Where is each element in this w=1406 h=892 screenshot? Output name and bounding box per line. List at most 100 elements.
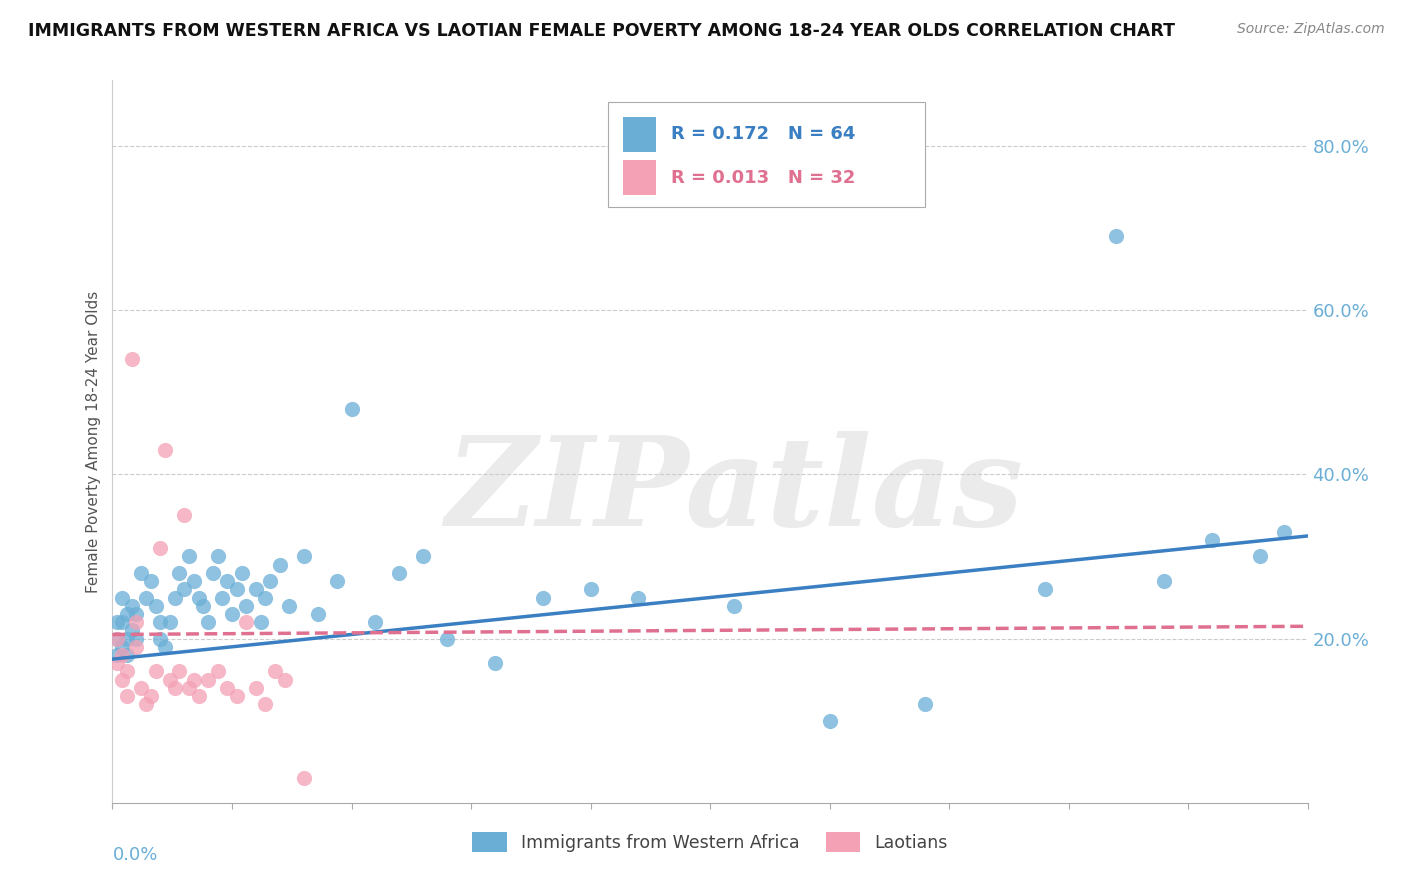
- Point: [125, 632, 148, 646]
- Point: [105, 657, 128, 671]
- Point: [163, 681, 186, 695]
- Point: [245, 681, 267, 695]
- Text: IMMIGRANTS FROM WESTERN AFRICA VS LAOTIAN FEMALE POVERTY AMONG 18-24 YEAR OLDS C: IMMIGRANTS FROM WESTERN AFRICA VS LAOTIA…: [28, 22, 1175, 40]
- Point: [207, 549, 229, 564]
- Point: [225, 689, 247, 703]
- Point: [149, 615, 172, 630]
- Point: [292, 771, 315, 785]
- Point: [115, 689, 138, 703]
- Point: [249, 615, 271, 630]
- Point: [818, 714, 841, 728]
- Point: [121, 352, 143, 367]
- Point: [264, 665, 287, 679]
- Point: [197, 615, 219, 630]
- Point: [484, 657, 506, 671]
- Point: [169, 566, 191, 580]
- Point: [269, 558, 291, 572]
- Point: [149, 541, 172, 556]
- Point: [169, 665, 191, 679]
- Text: R = 0.172   N = 64: R = 0.172 N = 64: [671, 126, 855, 144]
- Point: [627, 591, 650, 605]
- Legend: Immigrants from Western Africa, Laotians: Immigrants from Western Africa, Laotians: [465, 825, 955, 859]
- Point: [111, 673, 134, 687]
- Point: [1272, 524, 1295, 539]
- Point: [225, 582, 247, 597]
- Point: [111, 640, 134, 654]
- Point: [111, 648, 134, 662]
- Point: [211, 591, 233, 605]
- Point: [105, 632, 128, 646]
- Point: [207, 665, 229, 679]
- Point: [412, 549, 434, 564]
- FancyBboxPatch shape: [623, 117, 657, 152]
- Point: [292, 549, 315, 564]
- Point: [388, 566, 411, 580]
- Point: [125, 607, 148, 621]
- Point: [183, 574, 205, 588]
- Point: [121, 624, 143, 638]
- Point: [231, 566, 253, 580]
- Text: Source: ZipAtlas.com: Source: ZipAtlas.com: [1237, 22, 1385, 37]
- Point: [217, 574, 239, 588]
- Point: [105, 615, 128, 630]
- Point: [105, 632, 128, 646]
- Point: [201, 566, 224, 580]
- Point: [914, 698, 936, 712]
- Point: [1249, 549, 1271, 564]
- Point: [364, 615, 387, 630]
- Y-axis label: Female Poverty Among 18-24 Year Olds: Female Poverty Among 18-24 Year Olds: [86, 291, 101, 592]
- Point: [121, 599, 143, 613]
- Point: [254, 591, 277, 605]
- Point: [221, 607, 243, 621]
- Point: [115, 648, 138, 662]
- Point: [159, 615, 181, 630]
- Point: [1105, 229, 1128, 244]
- Point: [115, 607, 138, 621]
- Point: [139, 689, 162, 703]
- Point: [145, 665, 167, 679]
- Point: [254, 698, 277, 712]
- Point: [187, 591, 209, 605]
- Point: [129, 681, 152, 695]
- Point: [326, 574, 349, 588]
- Point: [153, 442, 176, 457]
- Point: [139, 574, 162, 588]
- Point: [723, 599, 745, 613]
- Point: [135, 591, 157, 605]
- Point: [111, 615, 134, 630]
- Point: [1201, 533, 1223, 547]
- Point: [273, 673, 295, 687]
- Point: [173, 508, 195, 523]
- Point: [278, 599, 301, 613]
- Point: [159, 673, 181, 687]
- Point: [235, 615, 257, 630]
- Point: [115, 665, 138, 679]
- Point: [153, 640, 176, 654]
- Point: [149, 632, 172, 646]
- Point: [177, 681, 200, 695]
- Point: [235, 599, 257, 613]
- Text: ZIPatlas: ZIPatlas: [444, 432, 1024, 553]
- Point: [183, 673, 205, 687]
- Point: [163, 591, 186, 605]
- Point: [1033, 582, 1056, 597]
- Point: [259, 574, 281, 588]
- Point: [111, 591, 134, 605]
- Point: [125, 640, 148, 654]
- Text: R = 0.013   N = 32: R = 0.013 N = 32: [671, 169, 855, 186]
- Point: [340, 401, 363, 416]
- Point: [115, 632, 138, 646]
- Point: [173, 582, 195, 597]
- Point: [245, 582, 267, 597]
- Point: [217, 681, 239, 695]
- Point: [145, 599, 167, 613]
- FancyBboxPatch shape: [609, 102, 925, 207]
- Point: [125, 615, 148, 630]
- Point: [135, 698, 157, 712]
- Point: [197, 673, 219, 687]
- Text: 0.0%: 0.0%: [112, 847, 157, 864]
- Point: [105, 648, 128, 662]
- Point: [436, 632, 458, 646]
- Point: [307, 607, 329, 621]
- Point: [177, 549, 200, 564]
